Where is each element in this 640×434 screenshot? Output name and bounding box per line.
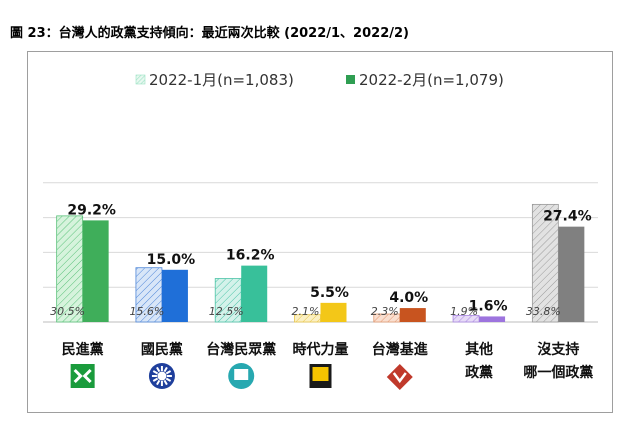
bar-prev (531, 203, 559, 323)
tpp-logo-icon (228, 363, 255, 389)
tsp-logo-icon (386, 364, 413, 390)
chart-frame: 2022-1月(n=1,083) 2022-2月(n=1,079) 30.5% 29.… (27, 51, 613, 413)
bar-curr (241, 265, 268, 322)
category-label: 民進黨 (62, 341, 104, 358)
data-label-curr: 4.0% (389, 290, 428, 306)
bar-prev (56, 215, 84, 323)
data-label-curr: 1.6% (469, 298, 508, 314)
legend-label-curr: 2022-2月(n=1,079) (359, 71, 504, 89)
data-label-prev: 12.5% (209, 305, 244, 318)
bar-curr (558, 226, 585, 322)
data-label-prev: 15.6% (129, 305, 164, 318)
bar-curr (320, 302, 347, 322)
data-label-curr: 15.0% (147, 252, 196, 268)
data-label-curr: 5.5% (310, 285, 349, 301)
bar-prev (214, 278, 242, 323)
bar-curr (399, 308, 426, 322)
data-label-curr: 29.2% (67, 202, 116, 218)
category-label: 國民黨 (141, 341, 183, 358)
data-label-curr: 27.4% (543, 209, 592, 225)
bar-chart: 2022-1月(n=1,083) 2022-2月(n=1,079) 30.5% 29.… (43, 71, 598, 390)
bar-prev (135, 267, 163, 323)
data-label-prev: 1.9% (450, 305, 478, 318)
data-label-prev: 2.1% (292, 305, 320, 318)
category-label: 台灣民眾黨 (206, 341, 276, 358)
category-label: 台灣基進 (372, 341, 428, 358)
legend-swatch-curr (346, 75, 355, 84)
npp-logo-icon (309, 364, 332, 388)
kmt-logo-icon (148, 363, 175, 389)
chart-title: 圖 23：台灣人的政黨支持傾向：最近兩次比較 (2022/1、2022/2) (10, 26, 409, 41)
data-label-prev: 33.8% (526, 305, 561, 318)
category-label: 哪一個政黨 (523, 364, 593, 381)
data-label-prev: 30.5% (50, 305, 85, 318)
legend-swatch-prev (135, 74, 146, 85)
data-label-prev: 2.3% (371, 305, 399, 318)
bar-curr (82, 220, 109, 322)
data-label-curr: 16.2% (226, 248, 275, 264)
bar-curr (479, 316, 506, 322)
legend-label-prev: 2022-1月(n=1,083) (149, 71, 294, 89)
category-label: 政黨 (465, 364, 493, 381)
category-label: 其他 (465, 341, 493, 358)
category-label: 時代力量 (293, 341, 349, 358)
dpp-logo-icon (70, 364, 95, 388)
category-label: 沒支持 (537, 341, 579, 358)
bar-curr (161, 269, 188, 322)
